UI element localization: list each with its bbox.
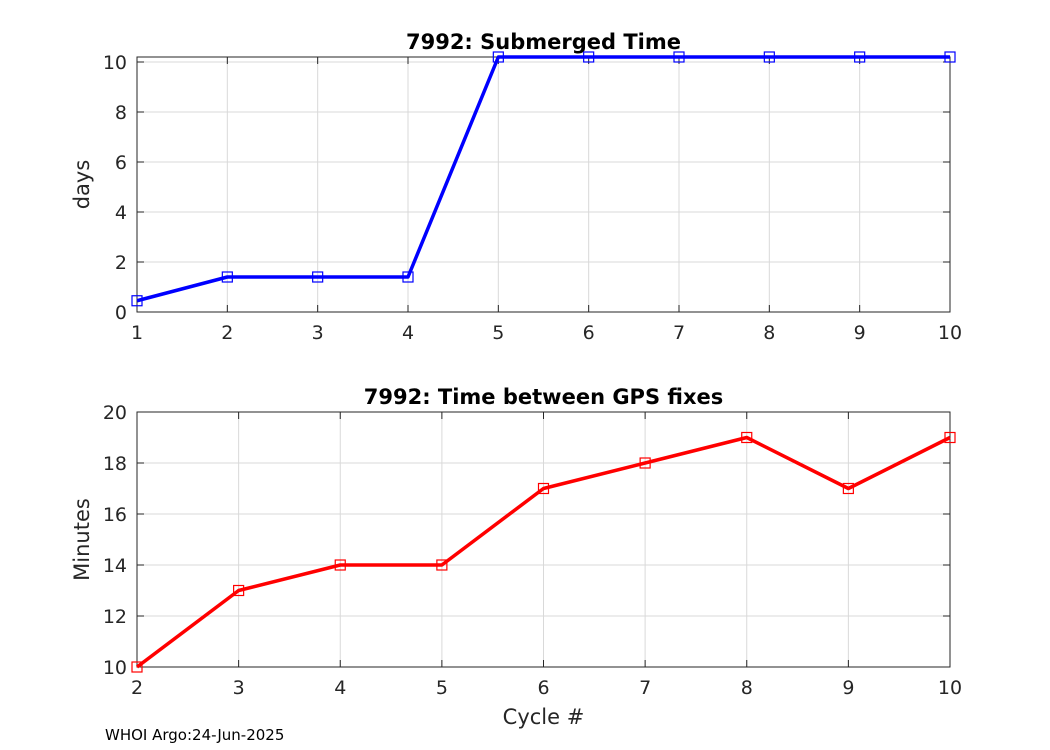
- x-tick-label: 6: [583, 322, 595, 344]
- chart-title: 7992: Time between GPS fixes: [364, 385, 724, 409]
- x-tick-label: 4: [334, 677, 346, 699]
- data-point: [334, 559, 346, 571]
- x-tick-label: 3: [233, 677, 245, 699]
- y-tick-label: 12: [103, 606, 127, 628]
- data-point: [854, 51, 866, 63]
- gps-fix-time-plot: 2 3 4 5 6 7 8 9 10 10 12 14 16 18 20 7992: Time between…: [70, 385, 962, 729]
- x-tick-label: 1: [131, 322, 143, 344]
- x-tick-label: 6: [537, 677, 549, 699]
- y-tick-label: 4: [115, 202, 127, 224]
- y-tick-label: 18: [103, 453, 127, 475]
- data-point: [763, 51, 775, 63]
- x-tick-label: 7: [673, 322, 685, 344]
- data-point: [131, 295, 143, 307]
- series-line: [136, 55, 950, 303]
- data-point: [583, 51, 595, 63]
- x-tick-label: 7: [639, 677, 651, 699]
- data-point: [842, 482, 854, 495]
- data-point: [312, 271, 324, 283]
- y-tick-label: 10: [103, 657, 127, 679]
- y-axis-label: Minutes: [70, 498, 94, 581]
- data-point: [537, 482, 550, 495]
- y-axis-label: days: [70, 160, 94, 210]
- y-tick-label: 14: [103, 555, 127, 577]
- axes-box: [136, 56, 951, 313]
- x-tick-label: 10: [938, 322, 962, 344]
- x-tick-label: 2: [131, 677, 143, 699]
- data-point: [402, 271, 414, 283]
- data-point: [436, 559, 448, 571]
- data-point: [944, 51, 956, 63]
- data-point: [131, 661, 143, 673]
- y-tick-label: 6: [115, 152, 127, 174]
- data-point: [492, 51, 504, 63]
- x-axis-label: Cycle #: [503, 705, 585, 729]
- data-point: [221, 271, 233, 283]
- y-tick-label: 20: [103, 402, 127, 424]
- data-point: [944, 431, 956, 444]
- y-tick-label: 10: [103, 52, 127, 74]
- x-tick-label: 9: [842, 677, 854, 699]
- x-tick-label: 5: [492, 322, 504, 344]
- y-tick-label: 16: [103, 504, 127, 526]
- submerged-time-plot: 1 2 3 4 5 6 7 8 9 10 0 2 4 6 8 10 7992: Submerged Time da…: [70, 30, 962, 344]
- y-tick-label: 0: [115, 302, 127, 324]
- footer-label: WHOI Argo:24-Jun-2025: [105, 726, 284, 744]
- x-tick-label: 3: [312, 322, 324, 344]
- y-tick-label: 8: [115, 102, 127, 124]
- data-point: [741, 431, 753, 444]
- x-tick-label: 2: [221, 322, 233, 344]
- data-point: [673, 51, 685, 63]
- chart-title: 7992: Submerged Time: [406, 30, 681, 54]
- x-tick-label: 10: [938, 677, 962, 699]
- x-tick-label: 4: [402, 322, 414, 344]
- x-tick-label: 8: [763, 322, 775, 344]
- series-line: [135, 435, 951, 669]
- x-tick-label: 9: [854, 322, 866, 344]
- data-point: [233, 584, 245, 597]
- y-tick-label: 2: [115, 252, 127, 274]
- data-point: [639, 457, 651, 469]
- x-tick-label: 5: [436, 677, 448, 699]
- x-tick-label: 8: [741, 677, 753, 699]
